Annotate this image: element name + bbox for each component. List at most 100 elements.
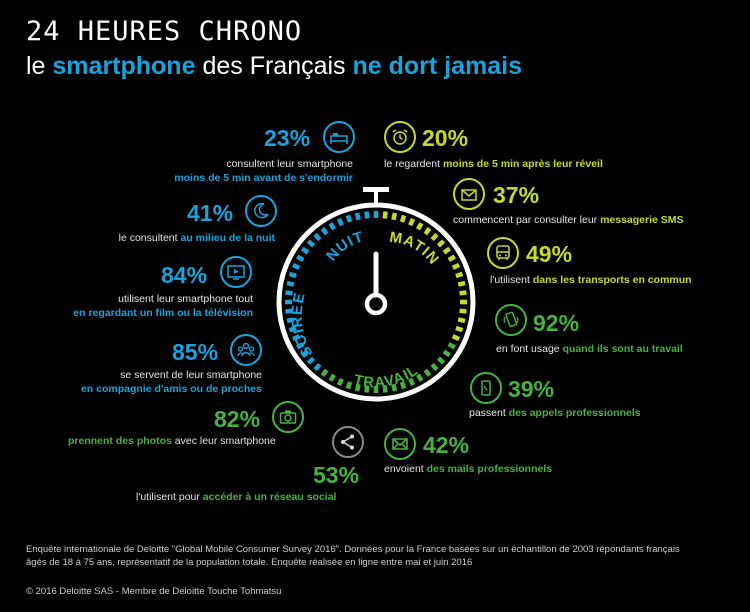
svg-text:NUIT: NUIT	[323, 228, 366, 264]
subtitle-text: le	[26, 52, 53, 80]
stat-42-pre: envoient	[384, 463, 427, 475]
stat-39-value: 39%	[508, 376, 555, 402]
tick-segment	[296, 254, 305, 262]
stat-82-highlight: prennent des photos	[68, 435, 172, 447]
tick-segment	[457, 317, 466, 324]
tick-segment	[291, 334, 301, 342]
page-subtitle: le smartphone des Français ne dort jamai…	[26, 52, 522, 81]
stat-39-highlight: des appels professionnels	[508, 407, 641, 419]
tick-segment	[451, 334, 461, 342]
bed-icon	[323, 121, 355, 153]
clock-center	[364, 292, 388, 316]
tick-segment	[436, 356, 446, 365]
stat-84-desc: utilisent leur smartphone tout en regard…	[73, 292, 253, 320]
stat-42-value: 42%	[423, 432, 470, 458]
tick-segment	[408, 217, 416, 227]
stat-49-desc: l'utilisent dans les transports en commu…	[490, 273, 692, 287]
tick-segment	[423, 368, 432, 377]
tick-segment	[447, 254, 456, 262]
tick-segment	[436, 239, 446, 248]
stat-49-pre: l'utilisent	[490, 274, 533, 286]
tick-segment	[442, 349, 451, 358]
stat-85-value: 85%	[172, 339, 219, 365]
tick-segment	[301, 349, 310, 358]
tick-segment	[442, 246, 451, 255]
stat-42-desc: envoient des mails professionnels	[384, 462, 552, 476]
stat-82-value: 82%	[214, 406, 261, 432]
stat-84-value: 84%	[161, 262, 208, 288]
tick-segment	[399, 381, 407, 390]
footer-line1: Enquête internationale de Deloitte "Glob…	[26, 544, 680, 555]
mail-icon	[384, 428, 416, 460]
tick-segment	[328, 373, 336, 382]
stat-92-value: 92%	[533, 310, 580, 336]
stat-92-desc: en font usage quand ils sont au travail	[496, 342, 683, 356]
tick-segment	[457, 280, 466, 287]
tick-segment	[306, 239, 316, 248]
stat-42-highlight: des mails professionnels	[426, 463, 553, 475]
stat-53-desc: l'utilisent pour accéder à un réseau soc…	[136, 490, 336, 504]
tick-segment	[328, 222, 336, 231]
tick-segment	[455, 271, 464, 279]
stat-20-highlight: moins de 5 min après leur réveil	[442, 158, 603, 170]
tick-segment	[313, 232, 322, 242]
tick-segment	[288, 325, 297, 333]
stat-39-desc: passent des appels professionnels	[469, 406, 641, 420]
tick-segment	[286, 317, 295, 324]
tick-segment	[408, 377, 416, 387]
stat-23-value: 23%	[264, 125, 311, 151]
envelope-icon	[453, 178, 485, 210]
bus-icon	[487, 237, 519, 269]
tick-segment	[354, 212, 361, 221]
footer-line2: âgés de 18 à 75 ans, représentatif de la…	[26, 557, 473, 568]
stopwatch-clock: NUIT MATIN SOIREE TRAVAIL	[276, 187, 476, 402]
group-icon	[230, 334, 262, 366]
stat-23-line1: consultent leur smartphone	[226, 158, 353, 170]
tick-segment	[288, 271, 297, 279]
tick-segment	[364, 211, 370, 219]
tick-segment	[296, 342, 305, 350]
stat-49-value: 49%	[526, 241, 573, 267]
tick-segment	[345, 214, 353, 223]
stat-41-pre: le consultent	[118, 232, 181, 244]
tick-segment	[313, 362, 322, 372]
phone-vibrate-icon	[495, 304, 527, 336]
stopwatch-crown	[363, 187, 389, 192]
tick-segment	[320, 368, 329, 377]
stat-85-desc: se servent de leur smartphone en compagn…	[81, 368, 262, 396]
label-travail: TRAVAIL	[352, 362, 421, 392]
tick-segment	[354, 383, 361, 392]
tick-segment	[455, 325, 464, 333]
stopwatch-ticks	[285, 211, 467, 393]
footer-copyright: © 2016 Deloitte SAS - Membre de Deloitte…	[26, 586, 282, 597]
stat-39-pre: passent	[469, 407, 509, 419]
stat-41-desc: le consultent au milieu de la nuit	[119, 231, 275, 245]
stat-82-desc: prennent des photos avec leur smartphone	[68, 434, 276, 448]
tick-segment	[336, 217, 344, 227]
tick-segment	[459, 308, 467, 314]
tick-segment	[382, 211, 388, 219]
stat-85-line1: se servent de leur smartphone	[120, 369, 262, 381]
label-nuit: NUIT	[323, 228, 365, 264]
tick-segment	[291, 262, 301, 270]
tick-segment	[301, 246, 310, 255]
tick-segment	[459, 290, 467, 296]
tick-segment	[336, 377, 344, 387]
tick-segment	[382, 385, 388, 393]
stat-23-desc: consultent leur smartphone moins de 5 mi…	[174, 157, 353, 185]
tick-segment	[447, 342, 456, 350]
tick-segment	[285, 290, 293, 296]
stat-84-line2: en regardant un film ou la télévision	[73, 307, 253, 319]
tick-segment	[430, 232, 439, 242]
stat-20-desc: le regardent moins de 5 min après leur r…	[384, 157, 603, 171]
stopwatch-stem	[374, 192, 378, 204]
alarm-clock-icon	[384, 121, 416, 153]
stat-92-highlight: quand ils sont au travail	[562, 343, 683, 355]
tick-segment	[306, 356, 316, 365]
stat-37-pre: commencent par consulter leur	[453, 214, 601, 226]
stat-41-highlight: au milieu de la nuit	[180, 232, 275, 244]
stat-82-post: avec leur smartphone	[171, 435, 276, 447]
stat-53-highlight: accéder à un réseau social	[202, 491, 337, 503]
tick-segment	[391, 383, 398, 392]
stopwatch-ring	[276, 202, 476, 402]
